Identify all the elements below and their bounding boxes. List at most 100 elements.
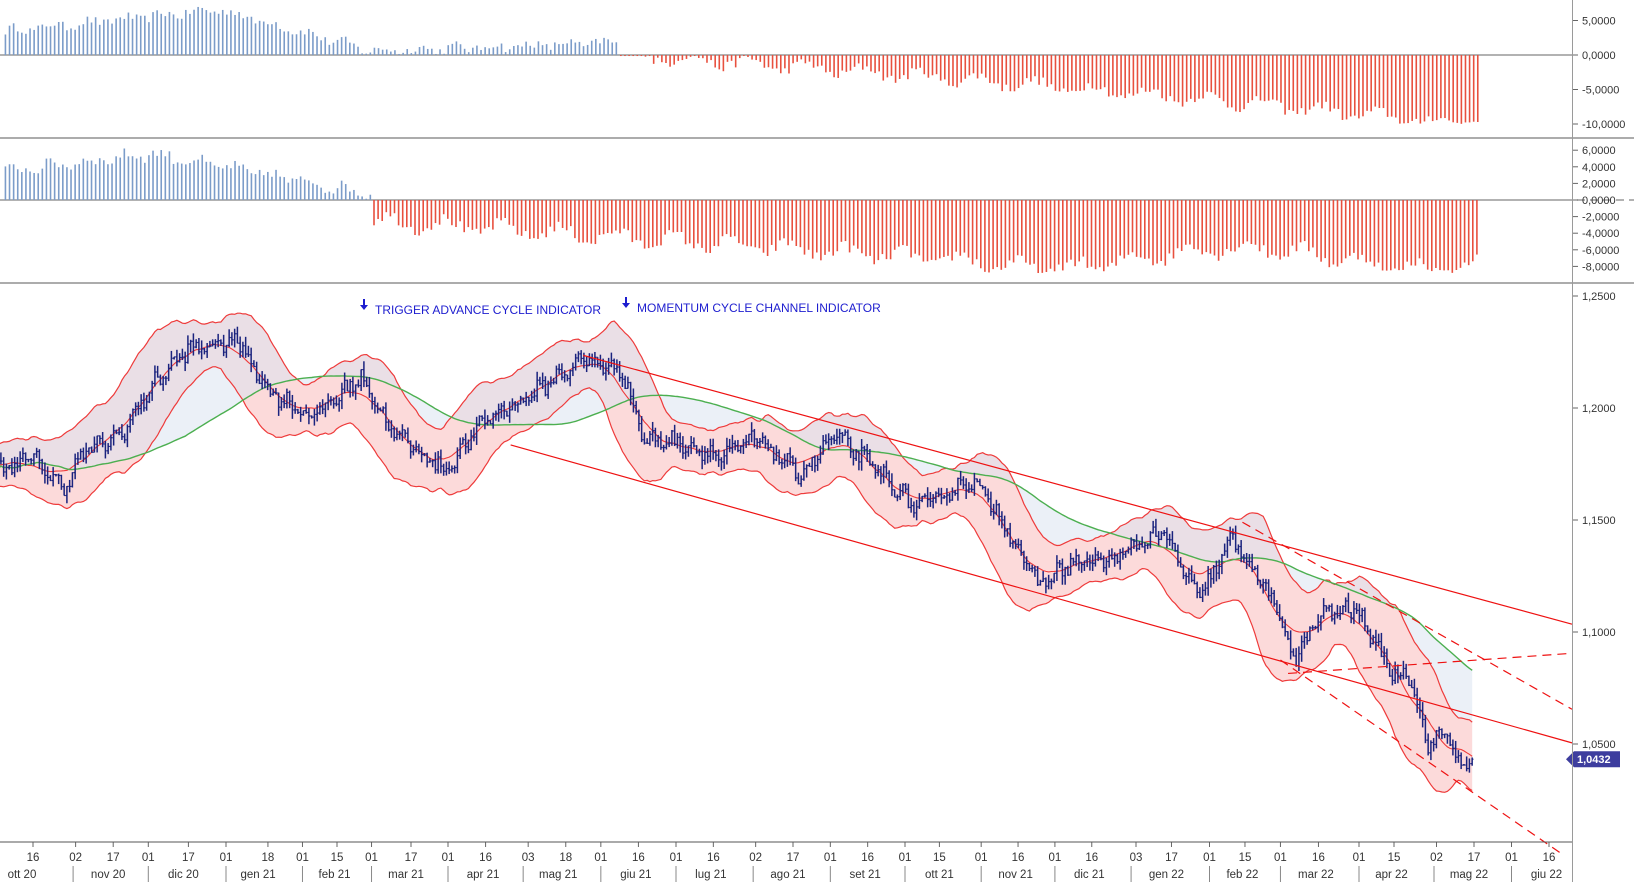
dashed-channel-upper bbox=[1242, 521, 1573, 710]
osc2-y-tick-label: -6,0000 bbox=[1582, 245, 1619, 257]
x-tick-label: 01 bbox=[142, 852, 155, 864]
x-month-label: lug 21 bbox=[695, 869, 726, 881]
price-y-tick-label: 1,0500 bbox=[1582, 739, 1616, 751]
osc1-y-tick-label: 0,0000 bbox=[1582, 50, 1616, 62]
x-tick-label: 18 bbox=[262, 852, 275, 864]
x-tick-label: 03 bbox=[522, 852, 535, 864]
x-tick-label: 01 bbox=[975, 852, 988, 864]
x-tick-label: 17 bbox=[405, 852, 418, 864]
oscillator-1-panel: 5,0000 0,0000 -5,0000 -10,0000 bbox=[0, 6, 1625, 131]
x-month-label: giu 21 bbox=[620, 869, 651, 881]
x-tick-label: 16 bbox=[632, 852, 645, 864]
channel-lower-line bbox=[510, 444, 1573, 744]
x-tick-label: 01 bbox=[670, 852, 683, 864]
osc1-y-tick-label: -10,0000 bbox=[1582, 119, 1625, 131]
x-axis: 16 02 17 01 17 01 18 01 15 01 17 01 16 03 18 01 16 01 16 02… bbox=[8, 842, 1562, 882]
price-y-tick-label: 1,2000 bbox=[1582, 403, 1616, 415]
x-tick-label: 16 bbox=[707, 852, 720, 864]
price-y-tick-label: 1,2500 bbox=[1582, 291, 1616, 303]
price-panel: 1,2500 1,2000 1,1500 1,1000 1,0500 1,0432 bbox=[0, 291, 1620, 854]
x-month-label: mar 21 bbox=[388, 869, 424, 881]
x-month-label: feb 21 bbox=[319, 869, 351, 881]
x-month-label: ott 20 bbox=[8, 869, 37, 881]
x-tick-label: 16 bbox=[1543, 852, 1556, 864]
x-tick-label: 18 bbox=[559, 852, 572, 864]
x-month-label: nov 20 bbox=[91, 869, 126, 881]
x-tick-label: 02 bbox=[1430, 852, 1443, 864]
price-y-tick-label: 1,1000 bbox=[1582, 627, 1616, 639]
x-tick-label: 02 bbox=[69, 852, 82, 864]
x-tick-label: 01 bbox=[1049, 852, 1062, 864]
last-price-tag bbox=[1566, 751, 1620, 768]
x-month-label: nov 21 bbox=[998, 869, 1033, 881]
last-price-label: 1,0432 bbox=[1577, 754, 1611, 766]
x-tick-label: 01 bbox=[1274, 852, 1287, 864]
x-month-label: giu 22 bbox=[1531, 869, 1562, 881]
x-tick-label: 15 bbox=[1239, 852, 1252, 864]
x-tick-label: 01 bbox=[594, 852, 607, 864]
price-y-tick-label: 1,1500 bbox=[1582, 515, 1616, 527]
oscillator-2-panel: 6,0000 4,0000 2,0000 0,0000 -2,0000 -4,0000 -6… bbox=[0, 145, 1634, 273]
x-tick-label: 17 bbox=[1468, 852, 1481, 864]
dashed-channel-lower bbox=[1280, 659, 1561, 854]
down-arrow-icon bbox=[360, 299, 368, 310]
x-tick-label: 01 bbox=[899, 852, 912, 864]
annotation-trigger-advance: TRIGGER ADVANCE CYCLE INDICATOR bbox=[375, 303, 601, 317]
x-tick-label: 16 bbox=[1312, 852, 1325, 864]
osc2-y-tick-label: -8,0000 bbox=[1582, 261, 1619, 273]
osc1-y-tick-label: -5,0000 bbox=[1582, 85, 1619, 97]
x-tick-label: 15 bbox=[933, 852, 946, 864]
x-month-label: gen 22 bbox=[1149, 869, 1184, 881]
osc2-y-tick-label: 4,0000 bbox=[1582, 162, 1616, 174]
x-month-label: apr 22 bbox=[1375, 869, 1408, 881]
x-tick-label: 15 bbox=[331, 852, 344, 864]
x-tick-label: 01 bbox=[1505, 852, 1518, 864]
osc1-y-tick-label: 5,0000 bbox=[1582, 16, 1616, 28]
x-tick-label: 17 bbox=[787, 852, 800, 864]
dashed-channel-rising bbox=[1288, 652, 1573, 675]
x-tick-label: 01 bbox=[220, 852, 233, 864]
lower-band-line bbox=[0, 366, 1473, 793]
x-month-label: mag 21 bbox=[539, 869, 577, 881]
osc2-y-tick-label: 2,0000 bbox=[1582, 178, 1616, 190]
x-tick-label: 01 bbox=[442, 852, 455, 864]
x-month-label: apr 21 bbox=[467, 869, 500, 881]
x-tick-label: 01 bbox=[1353, 852, 1366, 864]
x-month-label: ott 21 bbox=[925, 869, 954, 881]
x-tick-label: 15 bbox=[1388, 852, 1401, 864]
x-month-label: dic 21 bbox=[1074, 869, 1105, 881]
moving-average-line bbox=[0, 375, 1473, 671]
x-month-label: ago 21 bbox=[770, 869, 805, 881]
x-tick-label: 01 bbox=[365, 852, 378, 864]
x-tick-label: 16 bbox=[1085, 852, 1098, 864]
x-month-label: mag 22 bbox=[1450, 869, 1488, 881]
x-month-label: set 21 bbox=[850, 869, 881, 881]
x-month-label: dic 20 bbox=[168, 869, 199, 881]
osc2-y-tick-label: 6,0000 bbox=[1582, 145, 1616, 157]
x-tick-label: 01 bbox=[824, 852, 837, 864]
osc2-y-tick-label: -2,0000 bbox=[1582, 212, 1619, 224]
upper-band-line bbox=[0, 312, 1473, 723]
x-tick-label: 17 bbox=[182, 852, 195, 864]
x-tick-label: 16 bbox=[861, 852, 874, 864]
annotation-momentum-cycle: MOMENTUM CYCLE CHANNEL INDICATOR bbox=[637, 301, 881, 315]
x-tick-label: 16 bbox=[1012, 852, 1025, 864]
channel-upper-line bbox=[583, 354, 1573, 625]
bollinger-band-fill bbox=[0, 313, 1473, 793]
x-tick-label: 16 bbox=[479, 852, 492, 864]
osc2-y-tick-label: -4,0000 bbox=[1582, 228, 1619, 240]
cycle-zone-fill bbox=[0, 313, 1473, 723]
x-tick-label: 16 bbox=[27, 852, 40, 864]
x-tick-label: 17 bbox=[107, 852, 120, 864]
x-tick-label: 03 bbox=[1130, 852, 1143, 864]
x-tick-label: 01 bbox=[1203, 852, 1216, 864]
osc2-y-tick-label: 0,0000 bbox=[1582, 195, 1616, 207]
x-month-label: gen 21 bbox=[240, 869, 275, 881]
x-tick-label: 02 bbox=[749, 852, 762, 864]
x-month-label: mar 22 bbox=[1298, 869, 1334, 881]
down-arrow-icon bbox=[622, 297, 630, 308]
x-tick-label: 17 bbox=[1165, 852, 1178, 864]
x-tick-label: 01 bbox=[296, 852, 309, 864]
